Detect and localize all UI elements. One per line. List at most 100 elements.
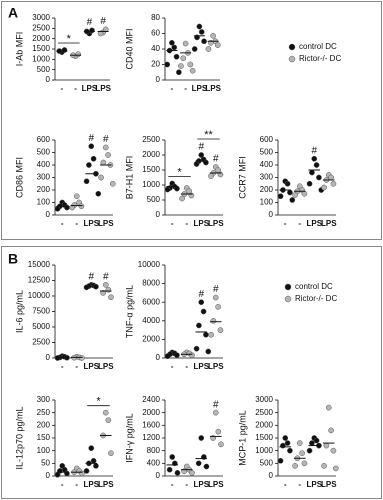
data-point — [205, 46, 212, 52]
y-tick-label: 400 — [260, 160, 274, 169]
data-point — [102, 144, 109, 151]
y-tick-label: 0 — [156, 471, 161, 480]
data-point — [306, 447, 313, 454]
y-tick-label: 500 — [37, 65, 51, 74]
data-point — [210, 317, 217, 324]
x-tick-label: - — [185, 219, 188, 228]
data-point — [105, 417, 112, 424]
data-point — [89, 27, 95, 34]
data-point — [93, 283, 99, 290]
data-point — [332, 465, 339, 472]
x-tick-label: LPS — [193, 219, 209, 228]
y-axis-label: IFN-γ pg/mL — [124, 413, 134, 463]
data-point — [330, 180, 337, 187]
data-point — [212, 409, 219, 416]
data-point — [321, 463, 327, 469]
significance-mark: * — [96, 396, 101, 408]
x-tick-label: LPS — [98, 362, 114, 371]
y-tick-label: 600 — [260, 135, 274, 144]
data-point — [164, 61, 171, 68]
data-point — [328, 427, 334, 434]
data-point — [54, 471, 61, 478]
data-point — [73, 193, 80, 200]
y-tick-label: 7500 — [32, 307, 50, 316]
legend-marker — [284, 295, 292, 303]
legend-marker — [288, 55, 296, 63]
data-point — [79, 355, 85, 361]
data-point — [277, 193, 284, 200]
y-tick-label: 0 — [46, 353, 51, 362]
significance-mark: # — [311, 145, 317, 156]
y-tick-label: 100 — [37, 446, 51, 455]
y-tick-label: 3000 — [255, 395, 273, 404]
data-point — [105, 152, 111, 158]
data-point — [180, 55, 187, 62]
y-axis-label: TNF-α pg/mL — [124, 285, 134, 338]
y-tick-label: 2400 — [142, 395, 160, 404]
data-point — [78, 203, 85, 210]
x-tick-label: LPS — [83, 219, 99, 228]
x-tick-label: - — [75, 219, 78, 228]
y-tick-label: 20 — [151, 60, 160, 69]
y-tick-label: 12500 — [28, 276, 51, 285]
data-point — [205, 348, 212, 355]
data-point — [198, 29, 205, 35]
data-point — [313, 437, 320, 444]
data-point — [174, 469, 181, 476]
y-tick-label: 1500 — [255, 433, 273, 442]
x-tick-label: - — [75, 480, 78, 489]
y-axis-label: IL-6 pg/mL — [14, 290, 24, 333]
data-point — [198, 152, 205, 158]
x-tick-label: LPS — [321, 219, 337, 228]
data-point — [79, 470, 85, 477]
data-point — [75, 51, 82, 58]
significance-mark: # — [213, 284, 219, 295]
y-axis-label: CD86 MFI — [14, 157, 24, 198]
y-tick-label: 4000 — [142, 316, 160, 325]
x-tick-label: LPS — [306, 219, 322, 228]
section-frame — [1, 246, 382, 499]
x-tick-label: LPS — [83, 362, 99, 371]
x-tick-label: - — [61, 480, 64, 489]
data-point — [309, 440, 315, 446]
data-point — [102, 281, 109, 288]
data-point — [108, 450, 114, 457]
y-tick-label: 1000 — [32, 54, 50, 63]
data-point — [201, 38, 207, 45]
significance-mark: # — [198, 289, 204, 300]
data-point — [284, 440, 291, 446]
y-tick-label: 0 — [46, 210, 51, 219]
y-tick-label: 40 — [151, 44, 160, 53]
data-point — [97, 30, 104, 37]
x-tick-label: LPS — [98, 219, 114, 228]
data-point — [64, 470, 70, 477]
y-axis-label: IL-12p70 pg/mL — [14, 406, 24, 469]
data-point — [208, 173, 214, 179]
y-tick-label: 1500 — [142, 165, 160, 174]
x-tick-label: - — [298, 480, 301, 489]
y-tick-label: 200 — [260, 185, 274, 194]
data-point — [198, 299, 205, 306]
y-tick-label: 2000 — [142, 408, 160, 417]
data-point — [105, 286, 112, 293]
y-tick-label: 400 — [37, 160, 51, 169]
significance-mark: # — [103, 134, 109, 145]
significance-mark: # — [88, 271, 94, 282]
significance-mark: # — [88, 133, 94, 144]
section-frame — [1, 1, 382, 240]
y-tick-label: 3000 — [32, 13, 50, 22]
data-point — [171, 44, 178, 51]
y-tick-label: 2000 — [142, 335, 160, 344]
y-tick-label: 5000 — [32, 322, 50, 331]
x-tick-label: - — [184, 84, 187, 93]
y-axis-label: I-Ab MFI — [14, 32, 24, 67]
data-point — [182, 40, 189, 47]
data-point — [323, 442, 330, 449]
y-tick-label: 10000 — [28, 291, 51, 300]
significance-mark: * — [67, 33, 72, 45]
legend-marker — [284, 283, 292, 291]
data-point — [178, 63, 184, 69]
y-tick-label: 500 — [260, 458, 274, 467]
significance-mark: * — [177, 166, 182, 178]
